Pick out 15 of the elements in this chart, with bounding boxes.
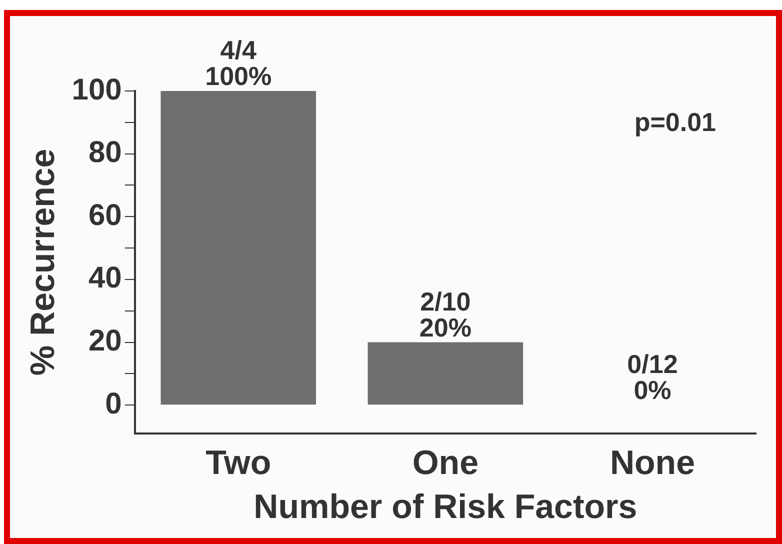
y-tick-label: 80 [88, 136, 122, 170]
x-tick-label: None [610, 444, 695, 482]
x-tick-label: One [412, 444, 478, 482]
annotation: p=0.01 [634, 107, 716, 137]
y-tick-label: 40 [88, 262, 122, 295]
x-axis-title: Number of Risk Factors [254, 488, 638, 526]
y-axis-title: % Recurrence [24, 148, 62, 376]
y-tick-label: 20 [88, 324, 122, 358]
y-tick-label: 60 [88, 198, 122, 232]
data-label: 4/4 100% [205, 35, 272, 91]
x-tick-label: Two [206, 444, 272, 482]
y-tick-label: 0 [105, 387, 122, 420]
data-label: 0/12 0% [627, 349, 678, 406]
data-label: 2/10 20% [419, 286, 472, 342]
y-tick-label: 100 [72, 73, 122, 106]
